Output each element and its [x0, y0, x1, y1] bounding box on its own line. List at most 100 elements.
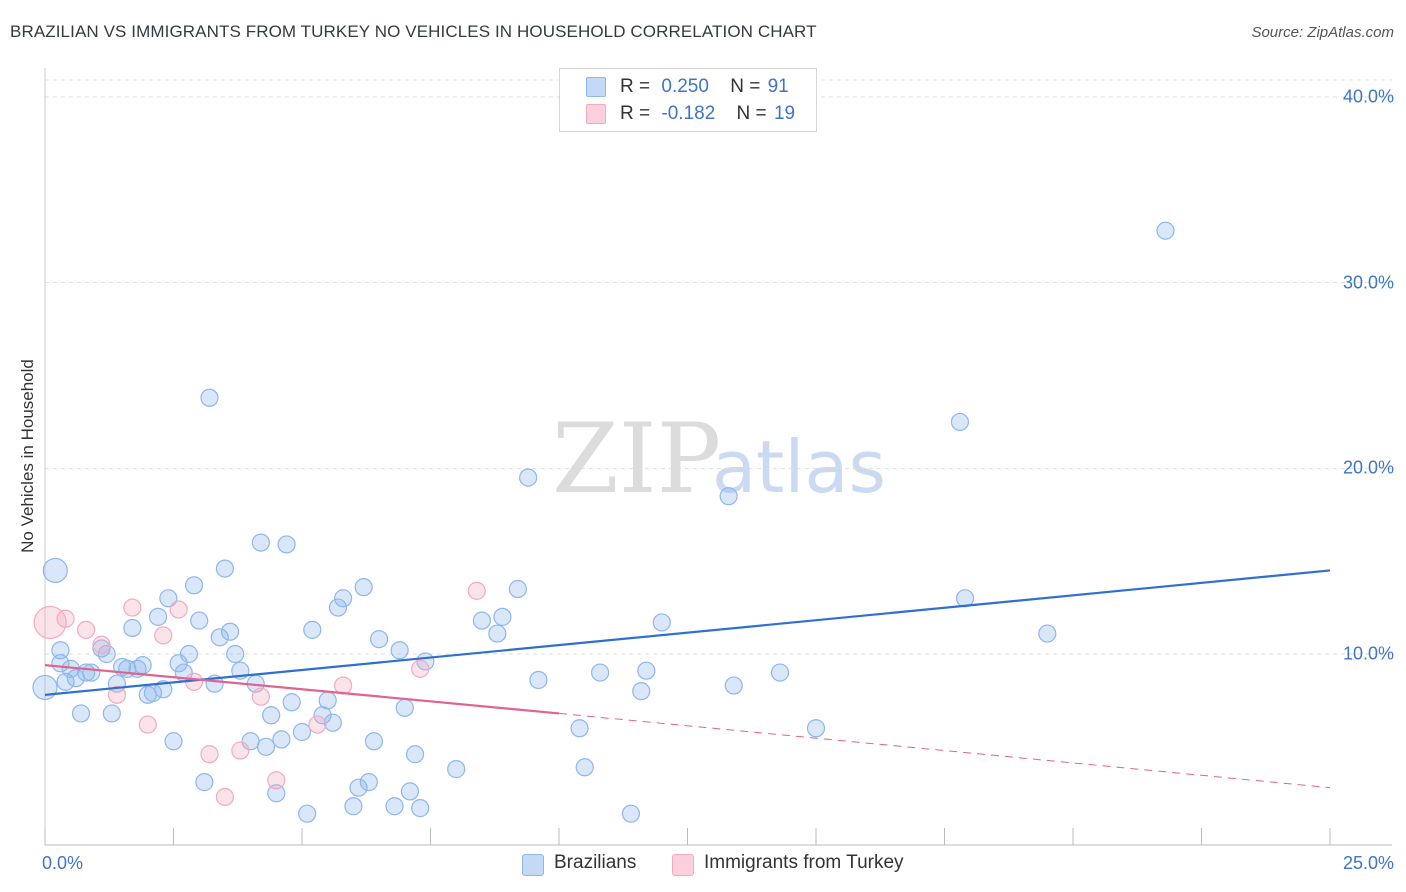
- brazilian-point: [1156, 221, 1175, 240]
- brazilian-point: [364, 732, 384, 751]
- brazilian-point: [354, 578, 373, 597]
- brazilian-point: [148, 607, 168, 626]
- y-tick-label: 10.0%: [1342, 643, 1394, 664]
- y-tick-label: 20.0%: [1342, 457, 1394, 478]
- brazilian-point: [42, 557, 68, 584]
- brazilian-point: [508, 579, 527, 599]
- turkey-point: [308, 715, 327, 734]
- brazilian-point: [210, 628, 229, 647]
- brazilian-point: [519, 468, 538, 487]
- brazilian-point: [190, 611, 209, 630]
- brazilian-point: [400, 782, 420, 801]
- bottom-legend-turkey: Immigrants from Turkey: [672, 852, 904, 876]
- correlation-legend: R = 0.250 N = 91 R = -0.182 N = 19: [559, 68, 817, 132]
- brazilian-point: [272, 730, 291, 749]
- x-tick-label-max: 25.0%: [1342, 853, 1394, 873]
- brazilian-point: [447, 760, 466, 779]
- brazilian-point: [303, 620, 322, 639]
- brazilian-point: [575, 758, 594, 777]
- brazilian-point: [267, 784, 286, 803]
- turkey-trend-line: [44, 664, 560, 715]
- legend-r-label: R =: [620, 76, 651, 97]
- brazilian-point: [102, 704, 121, 723]
- brazilian-point: [1038, 624, 1057, 643]
- legend-r-label: R =: [620, 103, 651, 124]
- brazilian-point: [184, 576, 204, 595]
- brazilian-point: [179, 644, 199, 664]
- chart-title: BRAZILIAN VS IMMIGRANTS FROM TURKEY NO V…: [10, 22, 817, 41]
- brazilian-point: [349, 778, 368, 797]
- brazilian-point: [724, 676, 743, 695]
- brazilian-point: [359, 773, 378, 792]
- brazilian-point: [370, 630, 389, 649]
- watermark-zip: ZIP: [552, 403, 721, 515]
- bottom-legend-swatch-blue: [522, 854, 544, 876]
- turkey-point: [215, 787, 234, 807]
- brazilian-point: [282, 693, 301, 712]
- y-tick-label: 40.0%: [1342, 86, 1394, 107]
- brazilian-point: [292, 722, 312, 742]
- source-label: Source: ZipAtlas.com: [1251, 24, 1394, 41]
- brazilian-point: [472, 611, 491, 630]
- legend-swatch-pink: [586, 104, 606, 124]
- brazilian-point: [395, 698, 414, 717]
- turkey-trend-extension: [558, 712, 1331, 789]
- turkey-point: [231, 741, 250, 760]
- turkey-point: [123, 598, 142, 617]
- turkey-point: [154, 626, 173, 645]
- brazilian-point: [97, 644, 116, 664]
- turkey-point: [92, 635, 111, 654]
- brazilian-point: [154, 680, 173, 699]
- brazilian-trend-line: [44, 569, 1331, 696]
- legend-r-value: 0.250: [661, 76, 709, 97]
- brazilian-point: [323, 713, 342, 732]
- brazilian-point: [318, 691, 337, 710]
- brazilian-point: [71, 704, 91, 723]
- turkey-point: [251, 687, 270, 706]
- legend-n-label: N =: [730, 76, 761, 97]
- brazilian-point: [385, 797, 404, 816]
- brazilian-point: [652, 613, 671, 632]
- brazilian-point: [770, 663, 790, 682]
- brazilian-point: [256, 737, 276, 756]
- brazilian-point: [591, 663, 610, 682]
- turkey-point: [77, 620, 96, 639]
- brazilian-point: [328, 598, 348, 617]
- brazilian-point: [123, 618, 142, 638]
- brazilian-point: [493, 607, 512, 626]
- brazilian-point: [390, 641, 409, 660]
- turkey-point: [267, 771, 286, 790]
- bottom-legend-label: Brazilians: [554, 852, 637, 873]
- bottom-legend-label: Immigrants from Turkey: [704, 852, 904, 873]
- brazilian-point: [529, 670, 548, 690]
- brazilian-point: [632, 682, 651, 701]
- x-tick-label-min: 0.0%: [42, 853, 84, 873]
- brazilian-point: [277, 535, 296, 554]
- brazilian-point: [251, 533, 270, 552]
- brazilian-point: [195, 773, 214, 792]
- turkey-point: [138, 715, 157, 734]
- legend-n-value: 19: [773, 103, 796, 124]
- brazilian-point: [164, 732, 183, 751]
- brazilian-point: [215, 559, 234, 578]
- brazilian-point: [262, 706, 281, 725]
- brazilian-point: [570, 719, 589, 738]
- turkey-point: [467, 581, 486, 600]
- brazilian-point: [637, 661, 656, 680]
- brazilian-point: [32, 674, 58, 701]
- brazilian-point: [806, 719, 826, 738]
- legend-r-value: -0.182: [661, 103, 716, 124]
- turkey-point: [411, 659, 430, 678]
- y-tick-label: 30.0%: [1342, 272, 1394, 293]
- turkey-point: [56, 609, 75, 628]
- brazilian-point: [220, 622, 240, 641]
- brazilian-point: [169, 654, 188, 673]
- turkey-point: [107, 685, 127, 704]
- brazilian-point: [488, 624, 507, 643]
- bottom-legend-swatch-pink: [672, 854, 694, 876]
- brazilian-point: [621, 804, 641, 823]
- brazilian-point: [159, 589, 178, 608]
- bottom-legend-brazilians: Brazilians: [522, 852, 637, 876]
- brazilian-point: [405, 745, 425, 764]
